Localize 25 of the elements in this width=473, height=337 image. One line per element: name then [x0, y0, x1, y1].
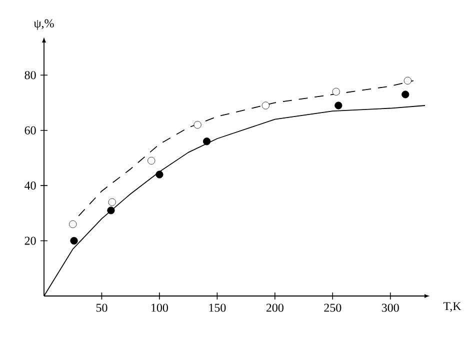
x-tick-label: 250 — [324, 304, 342, 312]
point — [107, 206, 115, 214]
point — [404, 76, 412, 84]
y-tick-label: 60 — [24, 126, 36, 134]
x-tick-label: 300 — [382, 304, 399, 312]
y-tick-label: 20 — [24, 236, 36, 245]
point — [332, 88, 340, 96]
point — [148, 156, 156, 165]
point — [334, 102, 342, 110]
x-tick-label: 100 — [152, 304, 168, 312]
point — [262, 102, 270, 110]
x-tick-label: 200 — [266, 304, 284, 312]
point — [70, 236, 78, 245]
x-axis-title: T,K — [443, 302, 462, 312]
point — [194, 121, 202, 129]
point — [202, 138, 211, 146]
y-axis-title: ψ,% — [34, 19, 54, 30]
x-tick-label: 150 — [209, 304, 226, 312]
point — [402, 90, 410, 98]
y-tick-label: 40 — [24, 182, 36, 190]
point — [156, 170, 164, 178]
y-tick-label: 80 — [24, 71, 36, 80]
point — [69, 220, 77, 228]
point — [108, 198, 116, 206]
x-tick-label: 50 — [96, 304, 108, 312]
